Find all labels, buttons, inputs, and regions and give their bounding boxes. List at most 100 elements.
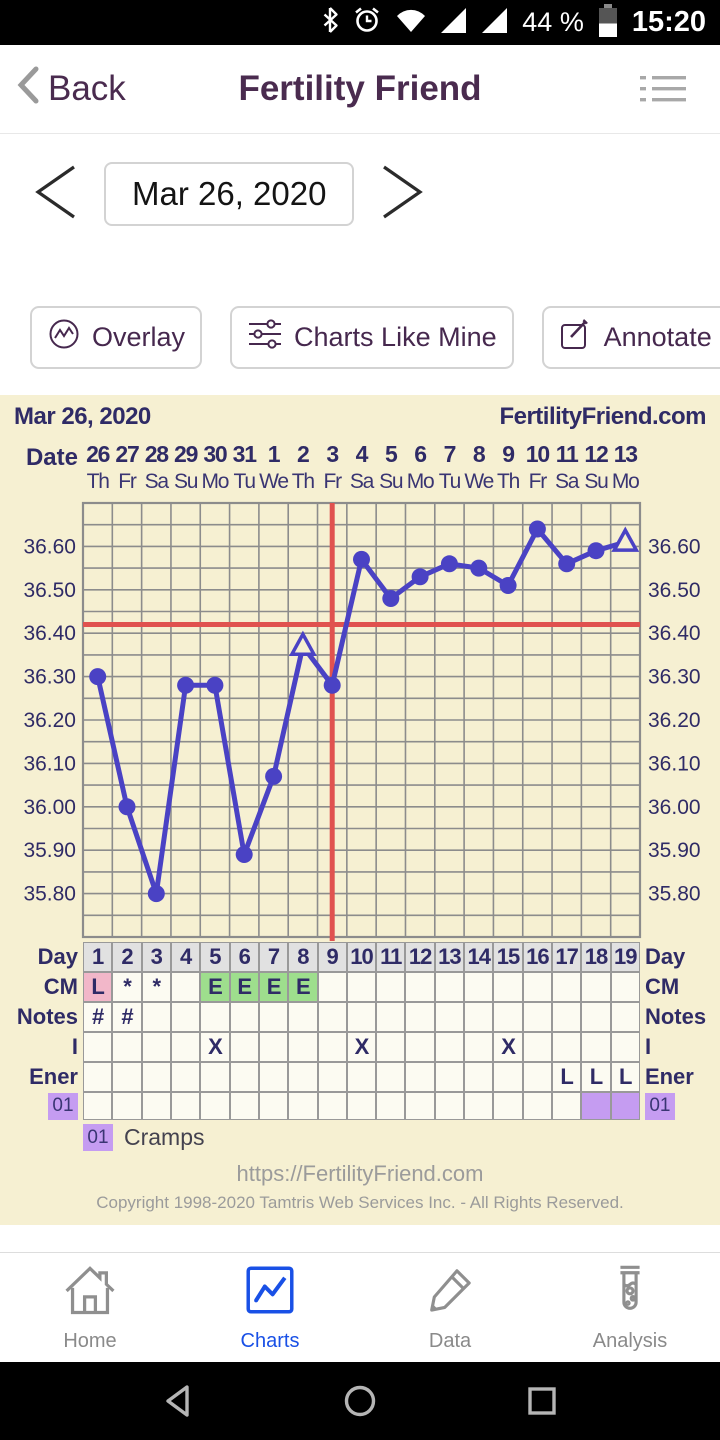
cell-01-day-4[interactable] [170,1092,201,1120]
prev-date-button[interactable] [28,163,80,226]
temp-point-day-3[interactable] [147,885,165,903]
cell-01-day-13[interactable] [434,1092,465,1120]
nav-charts[interactable]: Charts [180,1253,360,1362]
temp-point-day-16[interactable] [528,520,546,538]
cell-day-day-7[interactable]: 7 [258,942,289,972]
cell-day-day-19[interactable]: 19 [610,942,640,972]
cell-day-day-6[interactable]: 6 [229,942,259,972]
cell-i-day-6[interactable] [229,1032,259,1062]
cell-01-day-5[interactable] [200,1092,230,1120]
cell-ener-day-13[interactable] [434,1062,465,1092]
cell-cm-day-2[interactable]: * [112,972,142,1002]
nav-data[interactable]: Data [360,1253,540,1362]
cell-day-day-14[interactable]: 14 [464,942,494,972]
cell-i-day-17[interactable] [552,1032,582,1062]
temp-point-triangle-day-19[interactable] [611,526,640,552]
temp-point-day-12[interactable] [411,568,429,586]
android-recents-icon[interactable] [522,1381,562,1426]
cell-i-day-5[interactable]: X [200,1032,230,1062]
cell-ener-day-5[interactable] [200,1062,230,1092]
cell-01-day-14[interactable] [464,1092,494,1120]
cell-01-day-9[interactable] [317,1092,347,1120]
cell-01-day-12[interactable] [405,1092,435,1120]
cell-cm-day-13[interactable] [434,972,465,1002]
cell-cm-day-5[interactable]: E [200,972,230,1002]
cell-i-day-7[interactable] [258,1032,289,1062]
cell-01-day-1[interactable] [83,1092,113,1120]
cell-notes-day-1[interactable]: # [83,1002,113,1032]
cell-notes-day-12[interactable] [405,1002,435,1032]
annotate-button[interactable]: Annotate [541,306,720,369]
cell-cm-day-6[interactable]: E [229,972,259,1002]
cell-ener-day-10[interactable] [346,1062,377,1092]
cell-day-day-1[interactable]: 1 [83,942,113,972]
cell-i-day-12[interactable] [405,1032,435,1062]
cell-notes-day-15[interactable] [493,1002,523,1032]
cell-i-day-15[interactable]: X [493,1032,523,1062]
cell-day-day-9[interactable]: 9 [317,942,347,972]
temp-point-day-13[interactable] [440,555,458,573]
cell-01-day-3[interactable] [141,1092,171,1120]
cell-i-day-3[interactable] [141,1032,171,1062]
cell-cm-day-4[interactable] [170,972,201,1002]
cell-cm-day-19[interactable] [610,972,640,1002]
cell-01-day-2[interactable] [112,1092,142,1120]
cell-notes-day-10[interactable] [346,1002,377,1032]
cell-ener-day-8[interactable] [288,1062,318,1092]
cell-ener-day-9[interactable] [317,1062,347,1092]
temp-point-day-2[interactable] [118,798,136,816]
cell-cm-day-8[interactable]: E [288,972,318,1002]
cell-day-day-5[interactable]: 5 [200,942,230,972]
temp-point-day-5[interactable] [206,676,224,694]
cell-cm-day-9[interactable] [317,972,347,1002]
cell-01-day-17[interactable] [552,1092,582,1120]
cell-i-day-1[interactable] [83,1032,113,1062]
cell-i-day-14[interactable] [464,1032,494,1062]
temp-point-day-4[interactable] [177,676,195,694]
cell-i-day-19[interactable] [610,1032,640,1062]
temp-point-day-7[interactable] [265,767,283,785]
cell-cm-day-12[interactable] [405,972,435,1002]
cell-day-day-17[interactable]: 17 [552,942,582,972]
temperature-plot[interactable]: 36.60 36.60 36.50 36.50 36.40 36.40 36.30 36.30… [0,500,720,947]
cell-ener-day-2[interactable] [112,1062,142,1092]
cell-i-day-2[interactable] [112,1032,142,1062]
cell-ener-day-19[interactable]: L [610,1062,640,1092]
cell-i-day-16[interactable] [522,1032,552,1062]
cell-i-day-10[interactable]: X [346,1032,377,1062]
cell-ener-day-11[interactable] [376,1062,406,1092]
cell-day-day-3[interactable]: 3 [141,942,171,972]
cell-day-day-18[interactable]: 18 [581,942,611,972]
temp-point-day-6[interactable] [235,846,253,863]
cell-day-day-15[interactable]: 15 [493,942,523,972]
cell-01-day-18[interactable] [581,1092,611,1120]
cell-notes-day-18[interactable] [581,1002,611,1032]
cell-notes-day-5[interactable] [200,1002,230,1032]
cell-day-day-8[interactable]: 8 [288,942,318,972]
cell-i-day-4[interactable] [170,1032,201,1062]
cell-01-day-6[interactable] [229,1092,259,1120]
temp-point-day-1[interactable] [89,668,107,686]
cell-i-day-8[interactable] [288,1032,318,1062]
temp-point-day-11[interactable] [382,590,400,607]
cell-cm-day-7[interactable]: E [258,972,289,1002]
cell-notes-day-7[interactable] [258,1002,289,1032]
cell-notes-day-19[interactable] [610,1002,640,1032]
cell-01-day-10[interactable] [346,1092,377,1120]
charts-like-mine-button[interactable]: Charts Like Mine [230,306,514,369]
cell-day-day-10[interactable]: 10 [346,942,377,972]
cell-01-day-7[interactable] [258,1092,289,1120]
cell-notes-day-17[interactable] [552,1002,582,1032]
cell-i-day-13[interactable] [434,1032,465,1062]
cell-notes-day-4[interactable] [170,1002,201,1032]
cell-cm-day-10[interactable] [346,972,377,1002]
next-date-button[interactable] [378,163,430,226]
menu-list-icon[interactable] [640,72,686,111]
cell-cm-day-1[interactable]: L [83,972,113,1002]
cell-notes-day-9[interactable] [317,1002,347,1032]
cell-ener-day-7[interactable] [258,1062,289,1092]
cell-cm-day-16[interactable] [522,972,552,1002]
cell-i-day-9[interactable] [317,1032,347,1062]
cell-day-day-4[interactable]: 4 [170,942,201,972]
cell-cm-day-3[interactable]: * [141,972,171,1002]
